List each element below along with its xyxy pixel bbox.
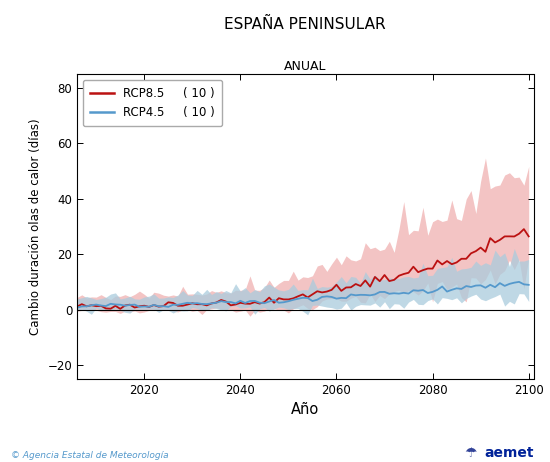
X-axis label: Año: Año <box>291 402 320 417</box>
Y-axis label: Cambio duración olas de calor (días): Cambio duración olas de calor (días) <box>29 118 42 334</box>
Text: ☂: ☂ <box>465 446 477 460</box>
Text: aemet: aemet <box>484 446 534 460</box>
Text: ESPAÑA PENINSULAR: ESPAÑA PENINSULAR <box>224 17 386 32</box>
Legend: RCP8.5     ( 10 ), RCP4.5     ( 10 ): RCP8.5 ( 10 ), RCP4.5 ( 10 ) <box>83 80 222 126</box>
Text: © Agencia Estatal de Meteorología: © Agencia Estatal de Meteorología <box>11 451 169 460</box>
Title: ANUAL: ANUAL <box>284 60 327 73</box>
